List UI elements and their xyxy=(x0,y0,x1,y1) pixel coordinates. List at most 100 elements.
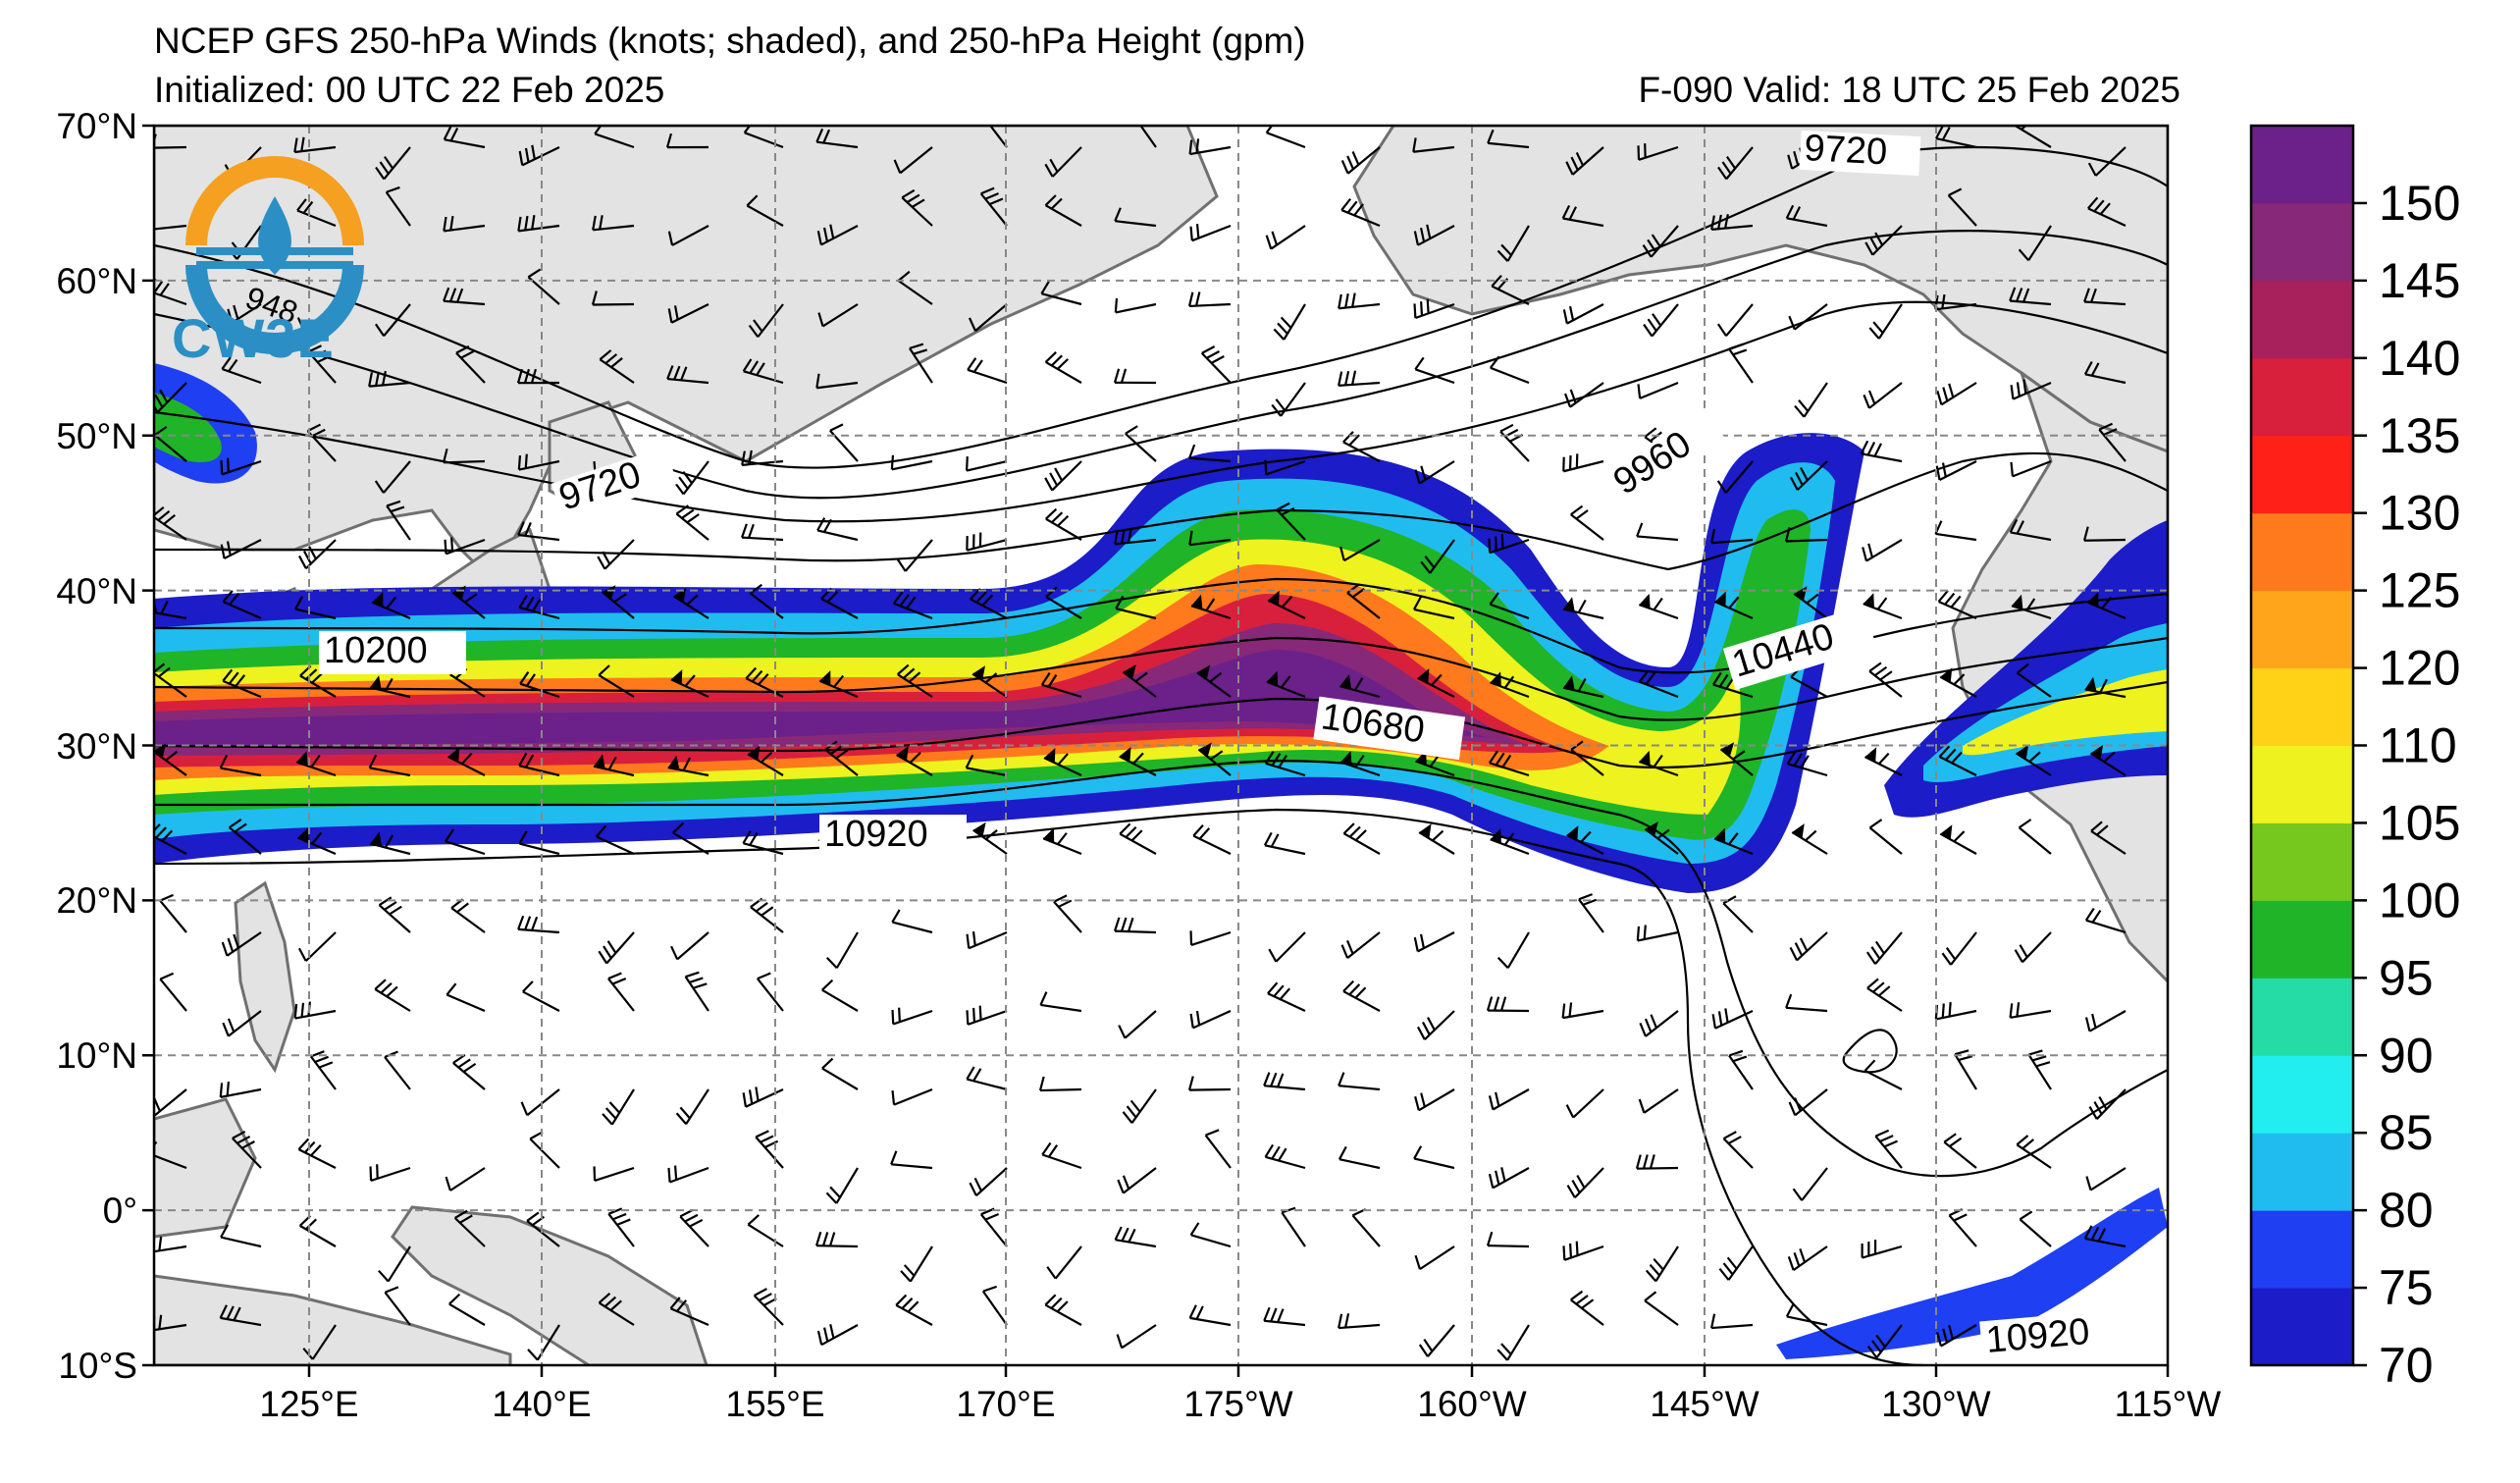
colorbar-tick-label: 105 xyxy=(2379,795,2460,850)
wind-barb xyxy=(1868,303,1903,340)
wind-barb xyxy=(386,500,411,541)
wind-barb xyxy=(891,1087,933,1106)
wind-barb xyxy=(1728,343,1754,384)
latitude-labels: 70°N 60°N 50°N 40°N 30°N 20°N 10°N 0° 10… xyxy=(56,106,137,1386)
wind-barb xyxy=(1053,894,1082,933)
wind-barb xyxy=(1710,1313,1754,1330)
wind-barb xyxy=(748,303,784,338)
wind-barb xyxy=(1791,823,1828,855)
wind-barb xyxy=(818,670,859,699)
wind-barb xyxy=(1489,355,1530,385)
wind-barb xyxy=(1566,825,1604,855)
wind-barb xyxy=(2027,1049,2052,1090)
wind-barb xyxy=(897,663,933,698)
wind-barb xyxy=(302,1324,337,1360)
wind-barb xyxy=(821,979,859,1012)
wind-barb xyxy=(1042,827,1082,856)
wind-barb xyxy=(1264,750,1306,777)
contour-label-bg xyxy=(1604,407,1727,506)
wind-barb xyxy=(1265,126,1306,149)
wind-barb xyxy=(607,1207,635,1247)
wind-barb xyxy=(1861,1240,1903,1259)
wind-barb xyxy=(816,517,859,542)
wind-barb xyxy=(667,755,709,777)
wind-barb xyxy=(1941,931,1977,966)
wind-barb xyxy=(1637,143,1679,161)
wind-barb xyxy=(1562,597,1604,620)
wind-barb xyxy=(1413,596,1455,620)
colorbar-swatch xyxy=(2251,1133,2353,1211)
wind-barb xyxy=(1864,1059,1903,1090)
lat-label: 40°N xyxy=(56,571,137,611)
lon-label: 130°W xyxy=(1881,1384,1991,1424)
wind-barb xyxy=(1719,742,1754,776)
colorbar-swatch xyxy=(2251,667,2353,746)
wind-barb xyxy=(1276,502,1306,541)
wind-barb xyxy=(445,828,486,856)
wind-barb xyxy=(1639,669,1679,699)
wind-barb xyxy=(384,1286,411,1326)
colorbar-tick-label: 95 xyxy=(2379,950,2434,1005)
wind-barb xyxy=(1565,146,1604,176)
wind-barb xyxy=(593,1166,635,1183)
wind-barb xyxy=(520,1088,560,1117)
wind-barb xyxy=(1413,224,1455,246)
wind-barb xyxy=(1936,1324,1977,1348)
wind-barb xyxy=(1263,831,1306,856)
wind-barb xyxy=(1414,1088,1455,1112)
wind-barb xyxy=(1340,146,1381,175)
wind-barb xyxy=(1486,1231,1530,1248)
wind-barb xyxy=(891,1007,933,1026)
wind-barb xyxy=(2009,1002,2052,1019)
wind-barb xyxy=(599,349,635,384)
wind-barb xyxy=(1267,981,1306,1012)
wind-barb xyxy=(444,537,486,556)
wind-barb xyxy=(1496,225,1530,262)
wind-barb xyxy=(900,1245,933,1283)
wind-barb xyxy=(1187,1076,1232,1091)
wind-barb xyxy=(684,971,709,1012)
wind-barb xyxy=(1863,593,1903,620)
wind-barb xyxy=(2089,744,2126,776)
wind-barb xyxy=(742,358,784,385)
land-new-guinea xyxy=(391,1205,709,1365)
wind-barb xyxy=(1866,978,1903,1012)
wind-barb xyxy=(1114,1226,1157,1248)
wind-barb xyxy=(1570,504,1604,541)
wind-barb xyxy=(385,185,411,227)
wind-barb xyxy=(1204,1129,1232,1169)
wind-barb xyxy=(675,1088,709,1125)
wind-barb xyxy=(1488,1167,1530,1190)
colorbar-swatch xyxy=(2251,900,2353,979)
wind-barb xyxy=(1038,1076,1082,1092)
wind-barb xyxy=(1114,207,1157,228)
colorbar-swatch xyxy=(2251,822,2353,901)
wind-barb xyxy=(447,747,486,776)
wind-barb xyxy=(1412,137,1455,153)
wind-barb xyxy=(1717,146,1754,181)
colorbar xyxy=(2249,124,2367,1367)
colorbar-tick-label: 130 xyxy=(2379,486,2460,541)
wind-barb xyxy=(890,454,933,471)
wind-barb xyxy=(1044,146,1082,178)
wind-barb xyxy=(232,1130,262,1169)
wind-barb xyxy=(593,754,635,777)
wind-barb xyxy=(891,909,933,934)
wind-barb xyxy=(1041,1141,1082,1170)
wind-barb xyxy=(1114,528,1157,546)
wind-barb xyxy=(747,1214,784,1247)
wind-barb xyxy=(981,1285,1008,1326)
wind-barb xyxy=(1268,931,1306,963)
wind-barbs xyxy=(154,126,2126,1361)
contour-label-bg xyxy=(1722,606,1877,690)
wind-barb xyxy=(1044,351,1082,384)
wind-barb xyxy=(517,215,560,233)
colorbar-tick-label: 145 xyxy=(2379,253,2460,308)
wind-barb xyxy=(665,132,709,149)
wind-barb xyxy=(817,303,859,328)
wind-barb xyxy=(299,664,337,698)
wind-barb xyxy=(443,215,486,233)
land-philippines xyxy=(234,880,296,1074)
wind-barb xyxy=(1789,931,1828,962)
wind-barb xyxy=(745,666,784,698)
